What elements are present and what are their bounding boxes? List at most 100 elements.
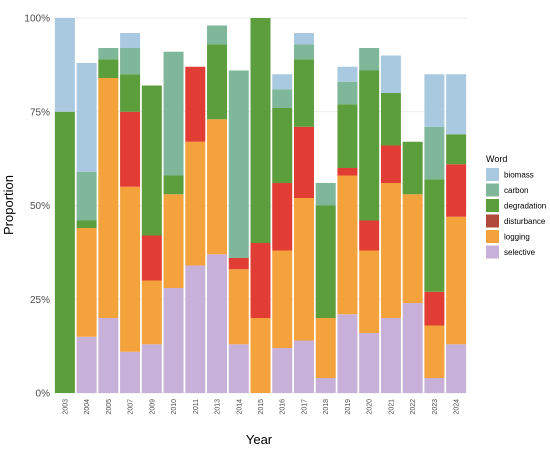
x-tick-label: 2016 <box>280 399 287 415</box>
bar-segment-selective-2021 <box>380 318 401 393</box>
bar-segment-carbon-2017 <box>293 44 314 60</box>
x-tick-label: 2021 <box>388 399 395 415</box>
x-tick-label: 2011 <box>193 399 200 414</box>
bar-segment-disturbance-2014 <box>228 258 249 270</box>
bar-segment-selective-2014 <box>228 344 249 393</box>
bar-segment-degradation-2018 <box>315 205 336 318</box>
bar-segment-selective-2011 <box>185 265 206 393</box>
bar-segment-degradation-2022 <box>402 141 423 195</box>
bar-segment-logging-2018 <box>315 318 336 378</box>
bar-segment-carbon-2018 <box>315 183 336 206</box>
x-tick-label: 2010 <box>171 399 178 415</box>
bar-segment-disturbance-2024 <box>446 164 467 217</box>
bar-segment-logging-2009 <box>141 280 162 345</box>
bar-stack-2020 <box>359 48 380 393</box>
bar-segment-selective-2016 <box>272 348 293 393</box>
bar-segment-logging-2010 <box>163 194 184 288</box>
x-tick-label: 2023 <box>432 399 439 415</box>
bar-segment-logging-2022 <box>402 194 423 303</box>
y-tick-label: 75% <box>30 107 50 118</box>
bar-stack-2017 <box>293 33 314 393</box>
legend-swatch-selective <box>486 245 499 259</box>
bar-segment-degradation-2013 <box>207 44 228 120</box>
bar-segment-logging-2013 <box>207 119 228 255</box>
bar-segment-logging-2004 <box>76 228 97 337</box>
bar-segment-logging-2011 <box>185 141 206 266</box>
bar-segment-selective-2023 <box>424 378 445 393</box>
bar-stack-2013 <box>207 25 228 393</box>
legend-swatch-logging <box>486 230 499 243</box>
legend-swatch-degradation <box>486 199 499 212</box>
x-tick-label: 2017 <box>301 399 308 415</box>
x-tick-label: 2013 <box>215 399 222 415</box>
bar-segment-logging-2016 <box>272 250 293 348</box>
y-tick-label: 25% <box>30 295 50 306</box>
bar-segment-biomass-2019 <box>337 66 358 82</box>
y-tick-label: 50% <box>30 201 50 212</box>
bar-stack-2019 <box>337 66 358 393</box>
bar-stack-2024 <box>446 74 467 393</box>
bar-stack-2004 <box>76 63 97 393</box>
bar-segment-disturbance-2007 <box>120 111 141 187</box>
bar-segment-disturbance-2016 <box>272 183 293 251</box>
bar-segment-biomass-2007 <box>120 33 141 48</box>
bar-stack-2010 <box>163 51 184 393</box>
bar-segment-carbon-2007 <box>120 48 141 75</box>
x-tick-label: 2018 <box>323 399 330 415</box>
bar-segment-degradation-2023 <box>424 179 445 292</box>
bar-segment-selective-2022 <box>402 303 423 393</box>
bar-segment-selective-2010 <box>163 288 184 393</box>
bar-segment-selective-2018 <box>315 378 336 393</box>
legend-swatch-carbon <box>486 183 499 197</box>
bar-stack-2011 <box>185 66 206 393</box>
y-tick-label: 100% <box>24 14 50 25</box>
bar-segment-carbon-2004 <box>76 171 97 221</box>
bar-segment-selective-2020 <box>359 333 380 393</box>
bar-segment-disturbance-2020 <box>359 220 380 251</box>
bar-segment-biomass-2016 <box>272 74 293 90</box>
y-axis-title: Proportion <box>1 175 16 235</box>
y-axis-ticks: 0% 25% 50% 75% 100% <box>24 14 50 400</box>
bar-segment-carbon-2014 <box>228 70 249 258</box>
bar-segment-selective-2024 <box>446 344 467 393</box>
bar-segment-degradation-2020 <box>359 70 380 221</box>
legend-swatch-disturbance <box>486 214 499 228</box>
bar-segment-logging-2007 <box>120 186 141 352</box>
bar-segment-logging-2017 <box>293 198 314 341</box>
bar-stack-2003 <box>54 18 75 393</box>
bar-segment-degradation-2016 <box>272 108 293 183</box>
x-tick-label: 2009 <box>149 399 156 415</box>
bar-segment-degradation-2005 <box>98 59 119 78</box>
bar-stack-2015 <box>250 18 271 393</box>
bar-segment-disturbance-2015 <box>250 243 271 318</box>
legend-swatch-biomass <box>486 168 499 181</box>
legend: Word biomass carbon degradation disturbance… <box>486 154 546 259</box>
bar-segment-selective-2005 <box>98 318 119 393</box>
bar-segment-logging-2015 <box>250 318 271 393</box>
y-tick-label: 0% <box>36 389 51 400</box>
bar-segment-biomass-2017 <box>293 33 314 45</box>
bar-segment-biomass-2021 <box>380 55 401 93</box>
bar-segment-disturbance-2021 <box>380 145 401 183</box>
bar-stack-2016 <box>272 74 293 393</box>
bar-segment-selective-2007 <box>120 351 141 393</box>
bar-stack-2018 <box>315 183 336 393</box>
bar-segment-biomass-2023 <box>424 74 445 127</box>
bar-segment-logging-2021 <box>380 183 401 318</box>
bar-segment-carbon-2005 <box>98 48 119 60</box>
bar-stack-2014 <box>228 70 249 393</box>
bar-segment-degradation-2019 <box>337 104 358 168</box>
legend-label-carbon: carbon <box>504 186 528 195</box>
bar-segment-degradation-2010 <box>163 175 184 195</box>
bar-segment-selective-2017 <box>293 340 314 393</box>
bar-stack-2021 <box>380 55 401 393</box>
legend-label-disturbance: disturbance <box>504 217 546 226</box>
bar-stack-2009 <box>141 85 162 393</box>
x-tick-label: 2005 <box>106 399 113 415</box>
bar-segment-selective-2013 <box>207 254 228 393</box>
bar-segment-degradation-2003 <box>54 111 75 393</box>
bar-segment-disturbance-2011 <box>185 66 206 142</box>
bar-segment-disturbance-2017 <box>293 126 314 198</box>
bar-stacks <box>54 18 467 393</box>
bar-segment-disturbance-2019 <box>337 168 358 176</box>
